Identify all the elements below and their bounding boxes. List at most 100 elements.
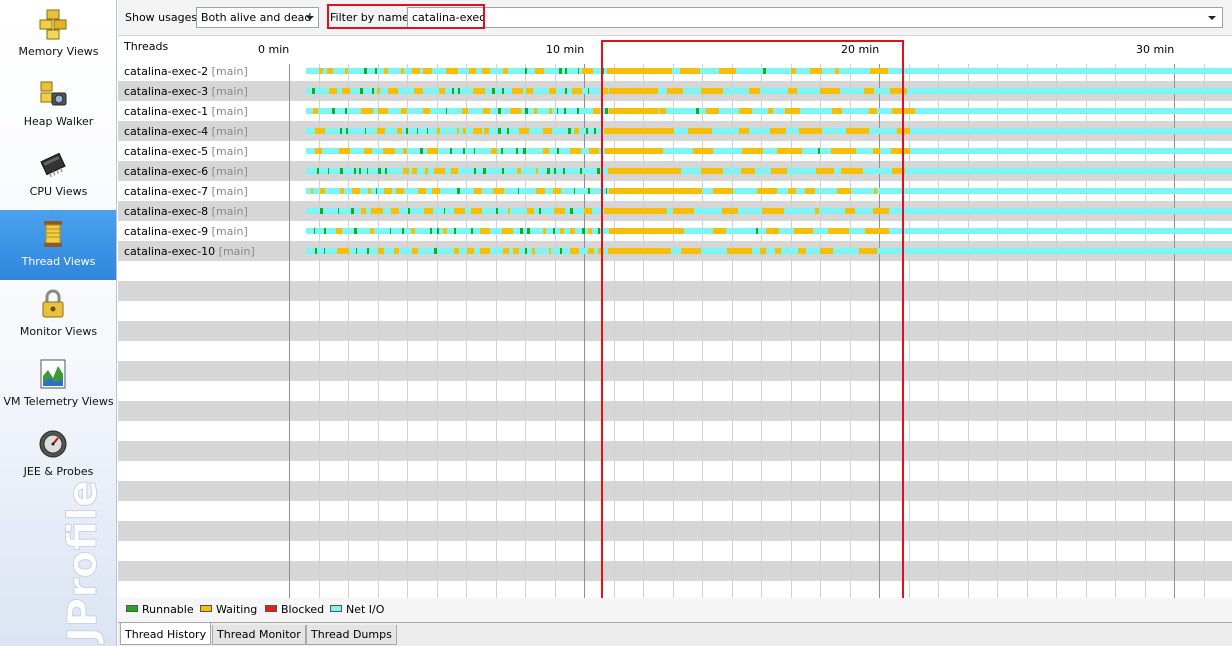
runnable-segment bbox=[356, 248, 357, 254]
thread-row-label[interactable]: catalina-exec-7 [main] bbox=[124, 185, 248, 198]
waiting-segment bbox=[491, 148, 497, 154]
net-io-segment bbox=[306, 128, 1232, 134]
waiting-segment bbox=[820, 248, 833, 254]
timeline-row bbox=[118, 541, 1232, 561]
bottom-tabs: Thread History Thread Monitor Thread Dumps bbox=[118, 622, 1232, 646]
nav-label: Thread Views bbox=[21, 255, 96, 268]
nav-thread-views[interactable]: Thread Views bbox=[0, 210, 116, 280]
runnable-segment bbox=[474, 168, 476, 174]
legend-item: Waiting bbox=[200, 603, 257, 616]
thread-row-label[interactable]: catalina-exec-1 [main] bbox=[124, 105, 248, 118]
waiting-segment bbox=[543, 128, 552, 134]
chevron-down-icon bbox=[306, 16, 314, 20]
legend-item: Runnable bbox=[126, 603, 194, 616]
runnable-segment bbox=[378, 168, 381, 174]
waiting-segment bbox=[315, 148, 322, 154]
filter-value: catalina-exec bbox=[412, 11, 486, 24]
waiting-segment bbox=[434, 168, 445, 174]
nav-jee-probes[interactable]: JEE & Probes bbox=[0, 420, 116, 490]
show-usages-dropdown[interactable]: Both alive and dead bbox=[196, 7, 319, 28]
nav-heap-walker[interactable]: Heap Walker bbox=[0, 70, 116, 140]
waiting-segment bbox=[536, 168, 538, 174]
runnable-segment bbox=[417, 128, 418, 134]
runnable-segment bbox=[338, 208, 339, 214]
timeline-row bbox=[118, 581, 1232, 598]
nav-monitor-views[interactable]: Monitor Views bbox=[0, 280, 116, 350]
filter-by-name-label: Filter by name: bbox=[330, 11, 413, 24]
waiting-segment bbox=[361, 108, 373, 114]
thread-row-label[interactable]: catalina-exec-3 [main] bbox=[124, 85, 248, 98]
minor-gridline bbox=[1145, 64, 1146, 598]
runnable-segment bbox=[317, 168, 319, 174]
nav-vm-telemetry-views[interactable]: VM Telemetry Views bbox=[0, 350, 116, 420]
waiting-segment bbox=[378, 108, 388, 114]
thread-name: catalina-exec-8 bbox=[124, 205, 209, 218]
thread-row-label[interactable]: catalina-exec-6 [main] bbox=[124, 165, 248, 178]
nav-memory-views[interactable]: Memory Views bbox=[0, 0, 116, 70]
waiting-segment bbox=[549, 108, 552, 114]
waiting-segment bbox=[593, 108, 600, 114]
waiting-segment bbox=[482, 68, 490, 74]
state-legend: Runnable Waiting Blocked Net I/O bbox=[118, 598, 1232, 622]
filter-by-name-input[interactable]: catalina-exec bbox=[407, 7, 1223, 28]
runnable-segment bbox=[446, 108, 447, 114]
legend-label: Runnable bbox=[142, 603, 194, 616]
waiting-segment bbox=[484, 128, 489, 134]
waiting-segment bbox=[601, 88, 608, 94]
waiting-segment bbox=[661, 228, 684, 234]
timeline-row bbox=[118, 261, 1232, 281]
waiting-segment bbox=[588, 228, 592, 234]
thread-name: catalina-exec-9 bbox=[124, 225, 209, 238]
waiting-segment bbox=[681, 248, 701, 254]
waiting-segment bbox=[892, 168, 905, 174]
waiting-segment bbox=[673, 208, 694, 214]
chevron-down-icon[interactable] bbox=[1208, 16, 1216, 20]
thread-row-label[interactable]: catalina-exec-9 [main] bbox=[124, 225, 248, 238]
runnable-segment bbox=[564, 108, 566, 114]
legend-swatch bbox=[126, 605, 138, 612]
runnable-segment bbox=[354, 228, 357, 234]
runnable-segment bbox=[346, 128, 348, 134]
minor-gridline bbox=[968, 64, 969, 598]
thread-row-label[interactable]: catalina-exec-5 [main] bbox=[124, 145, 248, 158]
runnable-segment bbox=[574, 188, 575, 194]
runnable-segment bbox=[498, 128, 501, 134]
runnable-segment bbox=[354, 168, 356, 174]
nav-label: VM Telemetry Views bbox=[3, 395, 114, 408]
runnable-segment bbox=[502, 88, 504, 94]
time-tick-label: 0 min bbox=[258, 43, 290, 56]
legend-item: Blocked bbox=[265, 603, 324, 616]
thread-row-label[interactable]: catalina-exec-10 [main] bbox=[124, 245, 255, 258]
waiting-segment bbox=[425, 168, 428, 174]
thread-row-label[interactable]: catalina-exec-2 [main] bbox=[124, 65, 248, 78]
waiting-segment bbox=[364, 148, 372, 154]
waiting-segment bbox=[527, 208, 534, 214]
thread-name: catalina-exec-5 bbox=[124, 145, 209, 158]
waiting-segment bbox=[609, 88, 658, 94]
minor-gridline bbox=[348, 64, 349, 598]
runnable-segment bbox=[324, 228, 326, 234]
waiting-segment bbox=[412, 68, 420, 74]
timeline-row bbox=[118, 321, 1232, 341]
waiting-segment bbox=[739, 128, 749, 134]
tab-thread-dumps[interactable]: Thread Dumps bbox=[306, 625, 397, 645]
nav-cpu-views[interactable]: CPU Views bbox=[0, 140, 116, 210]
tab-thread-monitor[interactable]: Thread Monitor bbox=[212, 625, 306, 645]
waiting-segment bbox=[336, 228, 342, 234]
tab-thread-history[interactable]: Thread History bbox=[120, 623, 212, 645]
thread-group: [main] bbox=[208, 65, 248, 78]
waiting-segment bbox=[439, 88, 445, 94]
vm-telemetry-icon bbox=[40, 359, 66, 389]
waiting-segment bbox=[791, 68, 796, 74]
waiting-segment bbox=[543, 148, 549, 154]
waiting-segment bbox=[874, 188, 877, 194]
waiting-segment bbox=[560, 228, 564, 234]
waiting-segment bbox=[870, 68, 888, 74]
waiting-segment bbox=[609, 188, 679, 194]
runnable-segment bbox=[458, 88, 460, 94]
waiting-segment bbox=[414, 88, 423, 94]
waiting-segment bbox=[722, 208, 738, 214]
thread-row-label[interactable]: catalina-exec-4 [main] bbox=[124, 125, 248, 138]
thread-row-label[interactable]: catalina-exec-8 [main] bbox=[124, 205, 248, 218]
nav-label: JEE & Probes bbox=[23, 465, 94, 478]
